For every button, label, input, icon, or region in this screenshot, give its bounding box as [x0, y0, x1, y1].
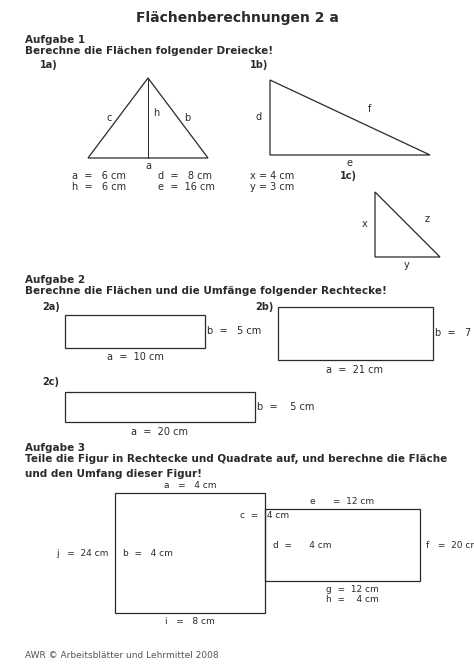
Text: a: a — [145, 161, 151, 171]
Text: Aufgabe 3: Aufgabe 3 — [25, 443, 85, 453]
Text: 1b): 1b) — [250, 60, 268, 70]
Text: h  =    4 cm: h = 4 cm — [326, 594, 378, 604]
Text: b  =   4 cm: b = 4 cm — [123, 549, 173, 557]
Text: a  =  10 cm: a = 10 cm — [107, 352, 164, 362]
Text: x = 4 cm: x = 4 cm — [250, 171, 294, 181]
Text: e      =  12 cm: e = 12 cm — [310, 498, 374, 507]
Text: Flächenberechnungen 2 a: Flächenberechnungen 2 a — [136, 11, 338, 25]
Text: Berechne die Flächen und die Umfänge folgender Rechtecke!: Berechne die Flächen und die Umfänge fol… — [25, 286, 387, 296]
Text: d  =      4 cm: d = 4 cm — [273, 541, 331, 549]
Text: c  =   4 cm: c = 4 cm — [240, 511, 290, 521]
Text: b  =   7 cm: b = 7 cm — [435, 328, 474, 338]
Bar — [65, 315, 205, 348]
Text: AWR © Arbeitsblätter und Lehrmittel 2008: AWR © Arbeitsblätter und Lehrmittel 2008 — [25, 651, 219, 659]
Text: i   =   8 cm: i = 8 cm — [165, 618, 215, 626]
Text: Aufgabe 1: Aufgabe 1 — [25, 35, 85, 45]
Text: e  =  16 cm: e = 16 cm — [158, 182, 215, 192]
Text: b  =    5 cm: b = 5 cm — [257, 402, 314, 412]
Text: f: f — [368, 104, 372, 114]
Bar — [265, 509, 420, 581]
Text: a  =  20 cm: a = 20 cm — [131, 427, 189, 437]
Text: f   =  20 cm: f = 20 cm — [426, 541, 474, 549]
Text: b  =   5 cm: b = 5 cm — [207, 326, 261, 336]
Text: 1a): 1a) — [40, 60, 58, 70]
Bar — [278, 307, 433, 360]
Text: Berechne die Flächen folgender Dreiecke!: Berechne die Flächen folgender Dreiecke! — [25, 46, 273, 56]
Text: c: c — [106, 113, 112, 123]
Bar — [115, 493, 265, 613]
Text: 2c): 2c) — [42, 377, 59, 387]
Text: h  =   6 cm: h = 6 cm — [72, 182, 126, 192]
Text: x: x — [361, 219, 367, 229]
Bar — [65, 392, 255, 422]
Text: d  =   8 cm: d = 8 cm — [158, 171, 212, 181]
Text: 2a): 2a) — [42, 302, 60, 312]
Text: y = 3 cm: y = 3 cm — [250, 182, 294, 192]
Text: 1c): 1c) — [340, 171, 357, 181]
Text: d: d — [256, 112, 262, 122]
Text: g  =  12 cm: g = 12 cm — [326, 584, 378, 594]
Text: a  =   6 cm: a = 6 cm — [72, 171, 126, 181]
Text: y: y — [404, 260, 410, 270]
Text: 2b): 2b) — [255, 302, 273, 312]
Text: h: h — [153, 108, 159, 118]
Text: Aufgabe 2: Aufgabe 2 — [25, 275, 85, 285]
Text: a   =   4 cm: a = 4 cm — [164, 482, 216, 490]
Text: j   =  24 cm: j = 24 cm — [56, 549, 109, 557]
Text: e: e — [347, 158, 353, 168]
Text: z: z — [425, 214, 429, 224]
Text: und den Umfang dieser Figur!: und den Umfang dieser Figur! — [25, 469, 202, 479]
Text: b: b — [184, 113, 190, 123]
Text: Teile die Figur in Rechtecke und Quadrate auf, und berechne die Fläche: Teile die Figur in Rechtecke und Quadrat… — [25, 454, 447, 464]
Text: a  =  21 cm: a = 21 cm — [327, 365, 383, 375]
